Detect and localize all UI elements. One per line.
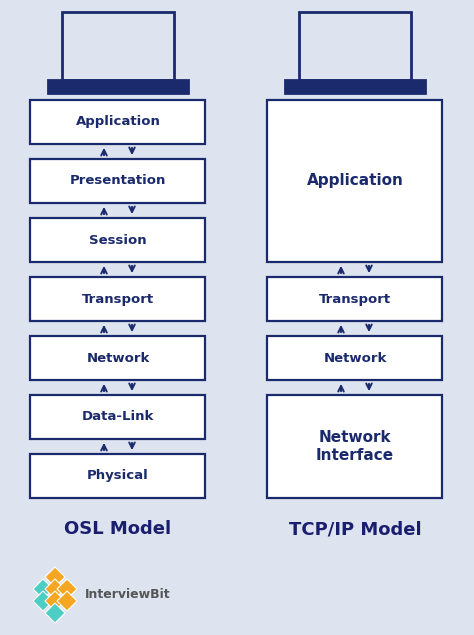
Text: InterviewBit: InterviewBit — [85, 589, 171, 601]
Bar — [48, 80, 188, 93]
Polygon shape — [45, 603, 65, 623]
Text: Session: Session — [89, 234, 147, 246]
Text: Transport: Transport — [319, 293, 391, 305]
Text: TCP/IP Model: TCP/IP Model — [289, 520, 421, 538]
Text: Network: Network — [86, 352, 150, 364]
Text: Data-Link: Data-Link — [82, 410, 154, 424]
Polygon shape — [45, 567, 65, 587]
Bar — [267, 100, 443, 262]
Text: Application: Application — [307, 173, 403, 189]
Polygon shape — [57, 591, 77, 611]
Bar — [30, 218, 206, 262]
Bar — [267, 336, 443, 380]
Bar — [30, 336, 206, 380]
Polygon shape — [33, 591, 53, 611]
Text: Application: Application — [75, 116, 160, 128]
Bar — [267, 395, 443, 498]
Text: Network: Network — [323, 352, 387, 364]
Bar — [30, 100, 206, 144]
Text: Presentation: Presentation — [70, 175, 166, 187]
Bar — [30, 454, 206, 498]
Text: Network
Interface: Network Interface — [316, 431, 394, 463]
Text: Physical: Physical — [87, 469, 149, 483]
Text: OSL Model: OSL Model — [64, 520, 172, 538]
Bar — [30, 277, 206, 321]
Bar — [30, 395, 206, 439]
Bar — [299, 12, 411, 80]
Polygon shape — [57, 579, 77, 599]
Bar — [285, 80, 425, 93]
Text: Transport: Transport — [82, 293, 154, 305]
Bar — [62, 12, 174, 80]
Bar — [30, 159, 206, 203]
Polygon shape — [45, 579, 65, 599]
Polygon shape — [45, 591, 65, 611]
Polygon shape — [33, 579, 53, 599]
Bar — [267, 277, 443, 321]
